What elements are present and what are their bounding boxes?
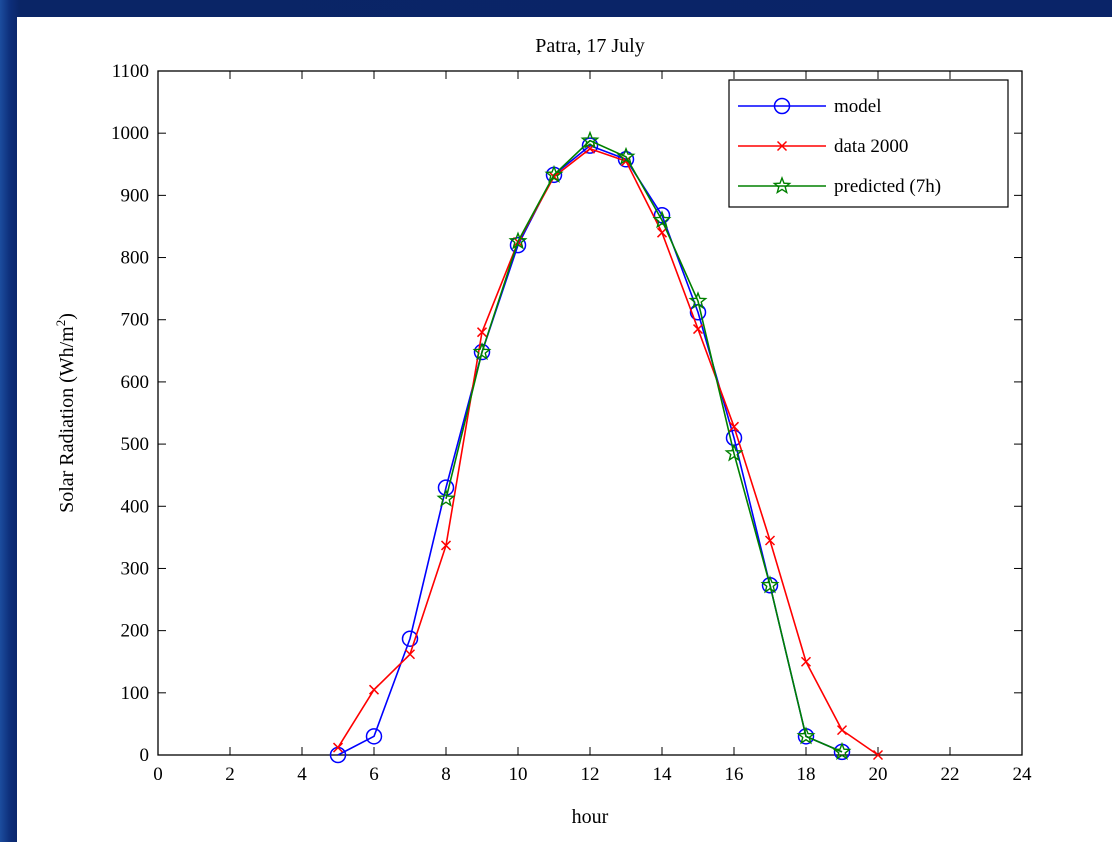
- data-point: [872, 749, 884, 761]
- x-tick-label: 2: [225, 764, 235, 785]
- x-tick-labels: 0 2 4 6 8 10 12 14 16 18 20 22 24: [153, 764, 1032, 785]
- series-line: [337, 147, 879, 756]
- chart-title: Patra, 17 July: [535, 35, 644, 57]
- data-point: [404, 649, 416, 660]
- series-star: [436, 130, 852, 760]
- y-tick-label: 300: [121, 558, 150, 579]
- y-tick-label: 400: [121, 496, 150, 517]
- y-tick-label: 500: [121, 434, 150, 455]
- data-point: [476, 327, 488, 338]
- y-axis-title-main: Solar Radiation (Wh/m: [56, 326, 78, 513]
- legend-label: predicted (7h): [834, 176, 941, 197]
- data-point: [544, 164, 564, 183]
- x-tick-label: 18: [797, 764, 816, 785]
- data-point: [724, 443, 744, 462]
- x-tick-label: 22: [941, 764, 960, 785]
- legend-entry: model: [738, 96, 882, 117]
- x-tick-label: 8: [441, 764, 451, 785]
- data-point: [688, 291, 708, 310]
- y-tick-label: 800: [121, 248, 150, 269]
- x-tick-label: 0: [153, 764, 163, 785]
- legend-items: model data 2000 predicted (7h): [738, 96, 941, 197]
- x-axis-title: hour: [572, 806, 609, 828]
- axis-ticks: [157, 70, 1023, 756]
- y-tick-label: 200: [121, 621, 150, 642]
- x-tick-label: 16: [725, 764, 744, 785]
- y-tick-label: 900: [121, 185, 150, 206]
- data-point: [509, 236, 527, 254]
- y-tick-label: 100: [121, 683, 150, 704]
- data-point: [836, 725, 848, 736]
- data-point: [656, 227, 668, 238]
- data-point: [580, 130, 600, 149]
- legend-entry: data 2000: [738, 136, 908, 157]
- x-tick-label: 4: [297, 764, 307, 785]
- x-tick-label: 14: [653, 764, 673, 785]
- series-layer: [329, 130, 884, 764]
- data-point: [832, 741, 852, 760]
- data-point: [616, 146, 636, 165]
- y-tick-label: 1100: [112, 61, 149, 82]
- legend-marker: [773, 97, 791, 115]
- y-tick-label: 600: [121, 372, 150, 393]
- x-tick-label: 24: [1013, 764, 1033, 785]
- legend-entry: predicted (7h): [738, 176, 941, 197]
- data-point: [764, 535, 776, 546]
- legend-label: model: [834, 96, 882, 117]
- data-point: [332, 742, 344, 753]
- data-point: [440, 540, 452, 551]
- data-point: [437, 479, 455, 496]
- data-point: [401, 630, 419, 647]
- legend-marker: [772, 176, 792, 195]
- data-point: [472, 342, 492, 361]
- data-point: [760, 575, 780, 594]
- data-point: [365, 728, 383, 745]
- series-line: [445, 139, 843, 753]
- y-tick-labels: 0 100 200 300 400 500 600 700 800 900 1000 1100: [111, 61, 149, 766]
- y-axis-title: Solar Radiation (Wh/m2): [53, 313, 78, 513]
- data-point: [652, 210, 672, 229]
- data-point: [692, 324, 704, 335]
- x-tick-label: 12: [581, 764, 600, 785]
- data-point: [508, 231, 528, 250]
- x-tick-label: 20: [869, 764, 888, 785]
- series-x: [332, 143, 884, 761]
- series-line: [337, 144, 843, 756]
- y-tick-label: 1000: [111, 123, 149, 144]
- legend-marker: [776, 140, 788, 152]
- data-point: [653, 207, 671, 224]
- data-point: [796, 726, 816, 745]
- data-point: [436, 488, 456, 507]
- data-point: [728, 421, 740, 432]
- data-point: [581, 137, 599, 154]
- x-tick-label: 6: [369, 764, 379, 785]
- y-tick-label: 0: [140, 745, 150, 766]
- data-point: [800, 656, 812, 667]
- y-axis-title-close: ): [56, 313, 78, 320]
- legend-label: data 2000: [834, 136, 908, 157]
- x-tick-label: 10: [509, 764, 528, 785]
- y-tick-label: 700: [121, 310, 150, 331]
- legend: model data 2000 predicted (7h): [728, 79, 1009, 208]
- y-axis-title-superscript: 2: [53, 320, 68, 327]
- data-point: [368, 684, 380, 695]
